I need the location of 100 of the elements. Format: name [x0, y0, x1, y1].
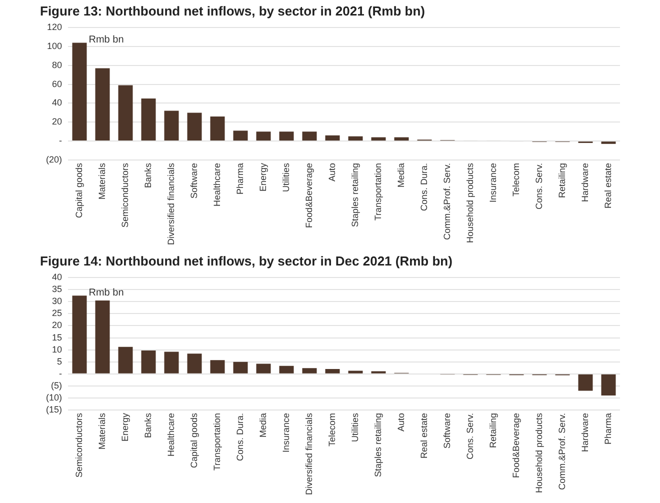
y-tick-label: 20: [52, 320, 62, 330]
annotation: Rmb bn: [88, 287, 124, 298]
bar: [302, 132, 317, 141]
y-tick-label: (5): [51, 380, 62, 390]
bar: [187, 112, 202, 141]
x-tick-label: Semiconductors: [120, 162, 130, 228]
bar: [187, 354, 202, 374]
x-tick-label: Banks: [142, 162, 153, 188]
x-tick-label: Transportation: [212, 412, 222, 471]
x-tick-label: Cons. Serv.: [464, 412, 475, 460]
x-tick-label: Media: [258, 412, 268, 438]
x-tick-label: Healthcare: [166, 412, 176, 456]
y-tick-label: 15: [52, 332, 62, 342]
x-tick-label: Healthcare: [212, 162, 222, 206]
x-tick-label: Semiconductors: [74, 412, 84, 478]
x-tick-label: Transportation: [372, 162, 383, 221]
y-tick-label: 40: [52, 98, 62, 108]
chart-title: Figure 14: Northbound net inflows, by sector in Dec 2021 (Rmb bn): [40, 253, 452, 268]
x-tick-label: Insurance: [488, 162, 498, 202]
bar: [118, 85, 133, 141]
x-tick-label: Materials: [96, 412, 107, 450]
y-tick-label: 60: [52, 78, 62, 89]
x-tick-label: Hardware: [580, 412, 590, 452]
x-tick-label: Household products: [464, 162, 475, 244]
x-tick-label: Comm.&Prof. Serv.: [556, 412, 567, 490]
chart-title: Figure 13: Northbound net inflows, by sector in 2021 (Rmb bn): [40, 3, 425, 18]
x-tick-label: Materials: [96, 162, 107, 200]
x-tick-label: Household products: [534, 412, 544, 494]
bar: [325, 369, 340, 374]
x-tick-label: Pharma: [234, 162, 245, 194]
bar: [578, 374, 593, 391]
x-tick-label: Cons. Dura.: [418, 162, 429, 211]
bar: [256, 364, 271, 374]
x-tick-label: Telecom: [326, 412, 337, 446]
y-tick-label: (20): [46, 154, 62, 164]
y-tick-label: 30: [52, 296, 62, 306]
y-tick-label: 5: [56, 356, 62, 366]
bar: [164, 352, 179, 374]
x-tick-label: Cons. Serv.: [534, 162, 544, 210]
bar: [279, 366, 294, 374]
bar: [233, 130, 248, 141]
x-tick-label: Retailing: [488, 412, 498, 448]
x-tick-label: Cons. Dura.: [234, 412, 245, 461]
x-tick-label: Diversified financials: [166, 162, 176, 246]
y-tick-label: (15): [46, 404, 62, 414]
x-tick-label: Software: [188, 162, 199, 198]
x-tick-label: Hardware: [580, 162, 590, 202]
bar: [72, 296, 87, 374]
y-tick-label: 80: [52, 60, 62, 70]
bar: [141, 98, 156, 141]
y-tick-label: 10: [52, 344, 62, 354]
x-tick-label: Utilities: [350, 412, 360, 442]
x-tick-label: Energy: [120, 412, 130, 442]
x-tick-label: Energy: [258, 162, 268, 192]
bar: [302, 368, 317, 374]
x-tick-label: Comm.&Prof. Serv.: [442, 162, 452, 240]
y-tick-label: 20: [52, 116, 62, 127]
bar: [325, 135, 340, 141]
x-tick-label: Capital goods: [74, 162, 84, 218]
x-tick-label: Diversified financials: [304, 412, 314, 496]
y-tick-label: -: [59, 136, 62, 146]
bar: [164, 110, 179, 141]
bar: [279, 132, 294, 141]
x-tick-label: Staples retailing: [350, 162, 360, 228]
x-tick-label: Real estate: [602, 162, 613, 208]
x-tick-label: Telecom: [510, 162, 521, 196]
bar: [141, 350, 156, 374]
y-tick-label: 120: [46, 22, 62, 32]
bar: [210, 116, 225, 141]
y-tick-label: 25: [52, 308, 62, 318]
y-tick-label: 100: [46, 40, 62, 51]
x-tick-label: Auto: [396, 412, 406, 432]
x-tick-label: Pharma: [602, 412, 613, 444]
y-tick-label: 40: [52, 272, 62, 282]
x-tick-label: Utilities: [280, 162, 291, 192]
y-tick-label: (10): [46, 392, 62, 402]
x-tick-label: Food&Beverage: [510, 412, 521, 478]
x-tick-label: Retailing: [556, 162, 567, 198]
x-tick-label: Food&Beverage: [304, 162, 314, 228]
annotation: Rmb bn: [88, 34, 124, 46]
x-tick-label: Real estate: [418, 412, 429, 458]
bar: [233, 362, 248, 374]
bar: [95, 68, 110, 141]
x-tick-label: Software: [442, 412, 452, 448]
bar: [210, 360, 225, 374]
x-tick-label: Media: [396, 162, 406, 188]
bar: [256, 132, 271, 141]
y-tick-label: 35: [52, 284, 62, 294]
bar: [601, 374, 616, 396]
bar: [72, 42, 87, 141]
x-tick-label: Banks: [142, 412, 153, 438]
bar: [348, 136, 363, 141]
x-tick-label: Auto: [326, 162, 337, 182]
x-tick-label: Capital goods: [188, 412, 199, 468]
x-tick-label: Staples retailing: [372, 412, 383, 478]
bar: [348, 370, 363, 374]
bar: [95, 300, 110, 374]
bar: [118, 346, 133, 374]
x-tick-label: Insurance: [280, 412, 291, 452]
y-tick-label: -: [59, 368, 62, 378]
